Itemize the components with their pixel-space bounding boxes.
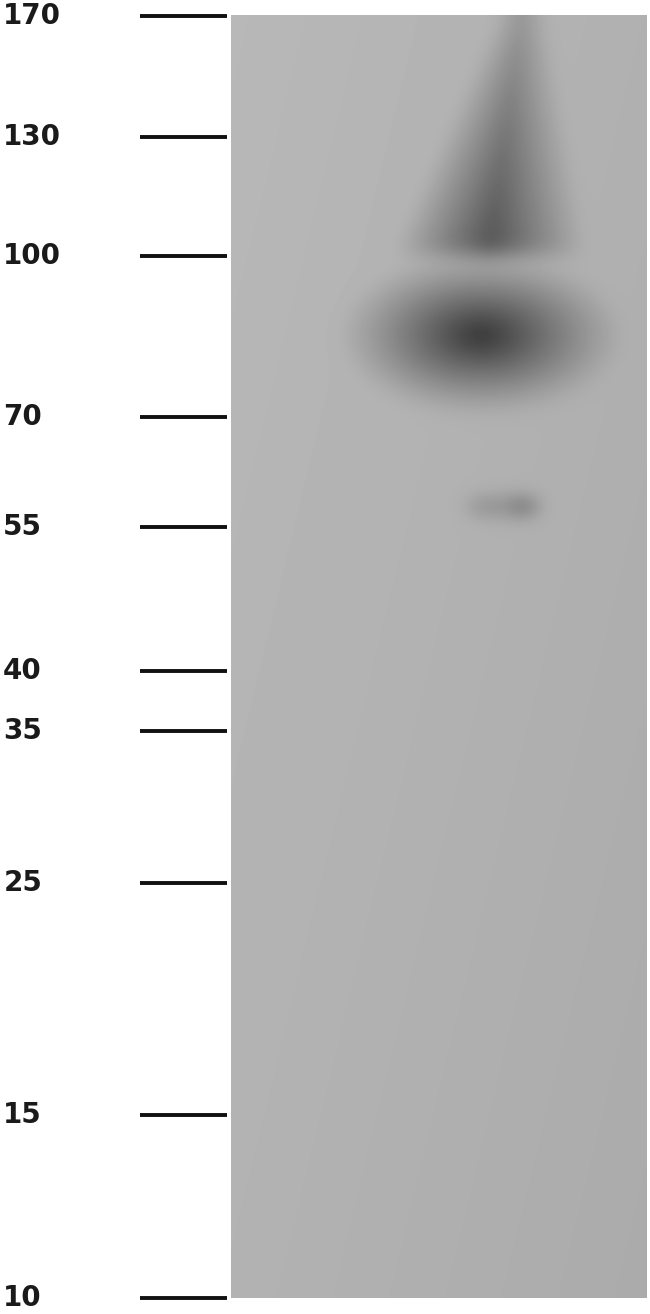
Text: 55: 55 <box>3 512 42 540</box>
Text: 170: 170 <box>3 1 61 30</box>
Text: 40: 40 <box>3 657 42 685</box>
Text: 10: 10 <box>3 1284 42 1313</box>
Text: 15: 15 <box>3 1101 42 1129</box>
Text: 130: 130 <box>3 124 61 151</box>
Text: 25: 25 <box>3 870 42 897</box>
Text: 70: 70 <box>3 403 42 431</box>
Text: 100: 100 <box>3 242 61 269</box>
Text: 35: 35 <box>3 717 42 745</box>
